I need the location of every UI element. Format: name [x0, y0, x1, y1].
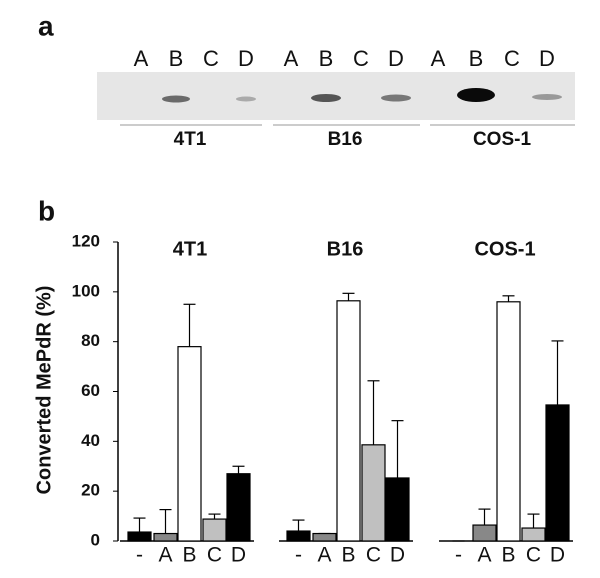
bar	[545, 404, 570, 542]
y-axis-label: Converted MePdR (%)	[33, 286, 55, 495]
bar	[202, 518, 227, 542]
lane-label: D	[388, 46, 404, 71]
lane-label: B	[469, 46, 484, 71]
lane-label: C	[203, 46, 219, 71]
x-tick-label: -	[295, 544, 302, 567]
lane-label: C	[353, 46, 369, 71]
lane-label: C	[504, 46, 520, 71]
group-title: 4T1	[173, 238, 207, 260]
bar	[127, 531, 152, 542]
x-tick-label: C	[207, 544, 222, 567]
y-tick-label: 100	[72, 281, 100, 300]
y-tick-label: 120	[72, 231, 100, 250]
lane-label: D	[539, 46, 555, 71]
bar	[177, 346, 202, 542]
bar	[226, 473, 251, 542]
group-label: B16	[328, 129, 363, 150]
lane-label: A	[134, 46, 149, 71]
group-title: COS-1	[474, 238, 535, 260]
y-tick-label: 0	[91, 530, 100, 549]
lane-label: A	[431, 46, 446, 71]
x-tick-label: -	[136, 544, 143, 567]
x-tick-label: B	[341, 544, 355, 567]
y-tick-label: 60	[81, 381, 100, 400]
panel-label: a	[38, 10, 54, 41]
lane-label: B	[319, 46, 334, 71]
x-tick-label: -	[455, 544, 462, 567]
lane-label: D	[238, 46, 254, 71]
bar	[496, 301, 521, 542]
lane-label: B	[169, 46, 184, 71]
x-tick-label: A	[158, 544, 172, 567]
group-label: COS-1	[473, 129, 532, 150]
x-tick-label: B	[182, 544, 196, 567]
x-tick-label: D	[231, 544, 246, 567]
group-title: B16	[327, 238, 364, 260]
x-tick-label: C	[526, 544, 541, 567]
blot-bands	[162, 88, 562, 103]
x-tick-label: D	[390, 544, 405, 567]
bar	[312, 532, 337, 542]
group-label: 4T1	[174, 129, 207, 150]
bar	[153, 532, 178, 542]
x-tick-label: A	[317, 544, 331, 567]
bar	[336, 300, 361, 542]
bar	[286, 530, 311, 542]
y-tick-label: 80	[81, 331, 100, 350]
panel-label: b	[38, 195, 55, 226]
lane-label: A	[284, 46, 299, 71]
y-tick-label: 20	[81, 481, 100, 500]
bar	[385, 477, 410, 542]
x-tick-label: B	[501, 544, 515, 567]
bar	[472, 524, 497, 542]
x-tick-label: A	[477, 544, 491, 567]
bar	[361, 444, 386, 542]
bar	[521, 527, 546, 542]
x-tick-label: D	[550, 544, 565, 567]
x-tick-label: C	[366, 544, 381, 567]
y-tick-label: 40	[81, 431, 100, 450]
